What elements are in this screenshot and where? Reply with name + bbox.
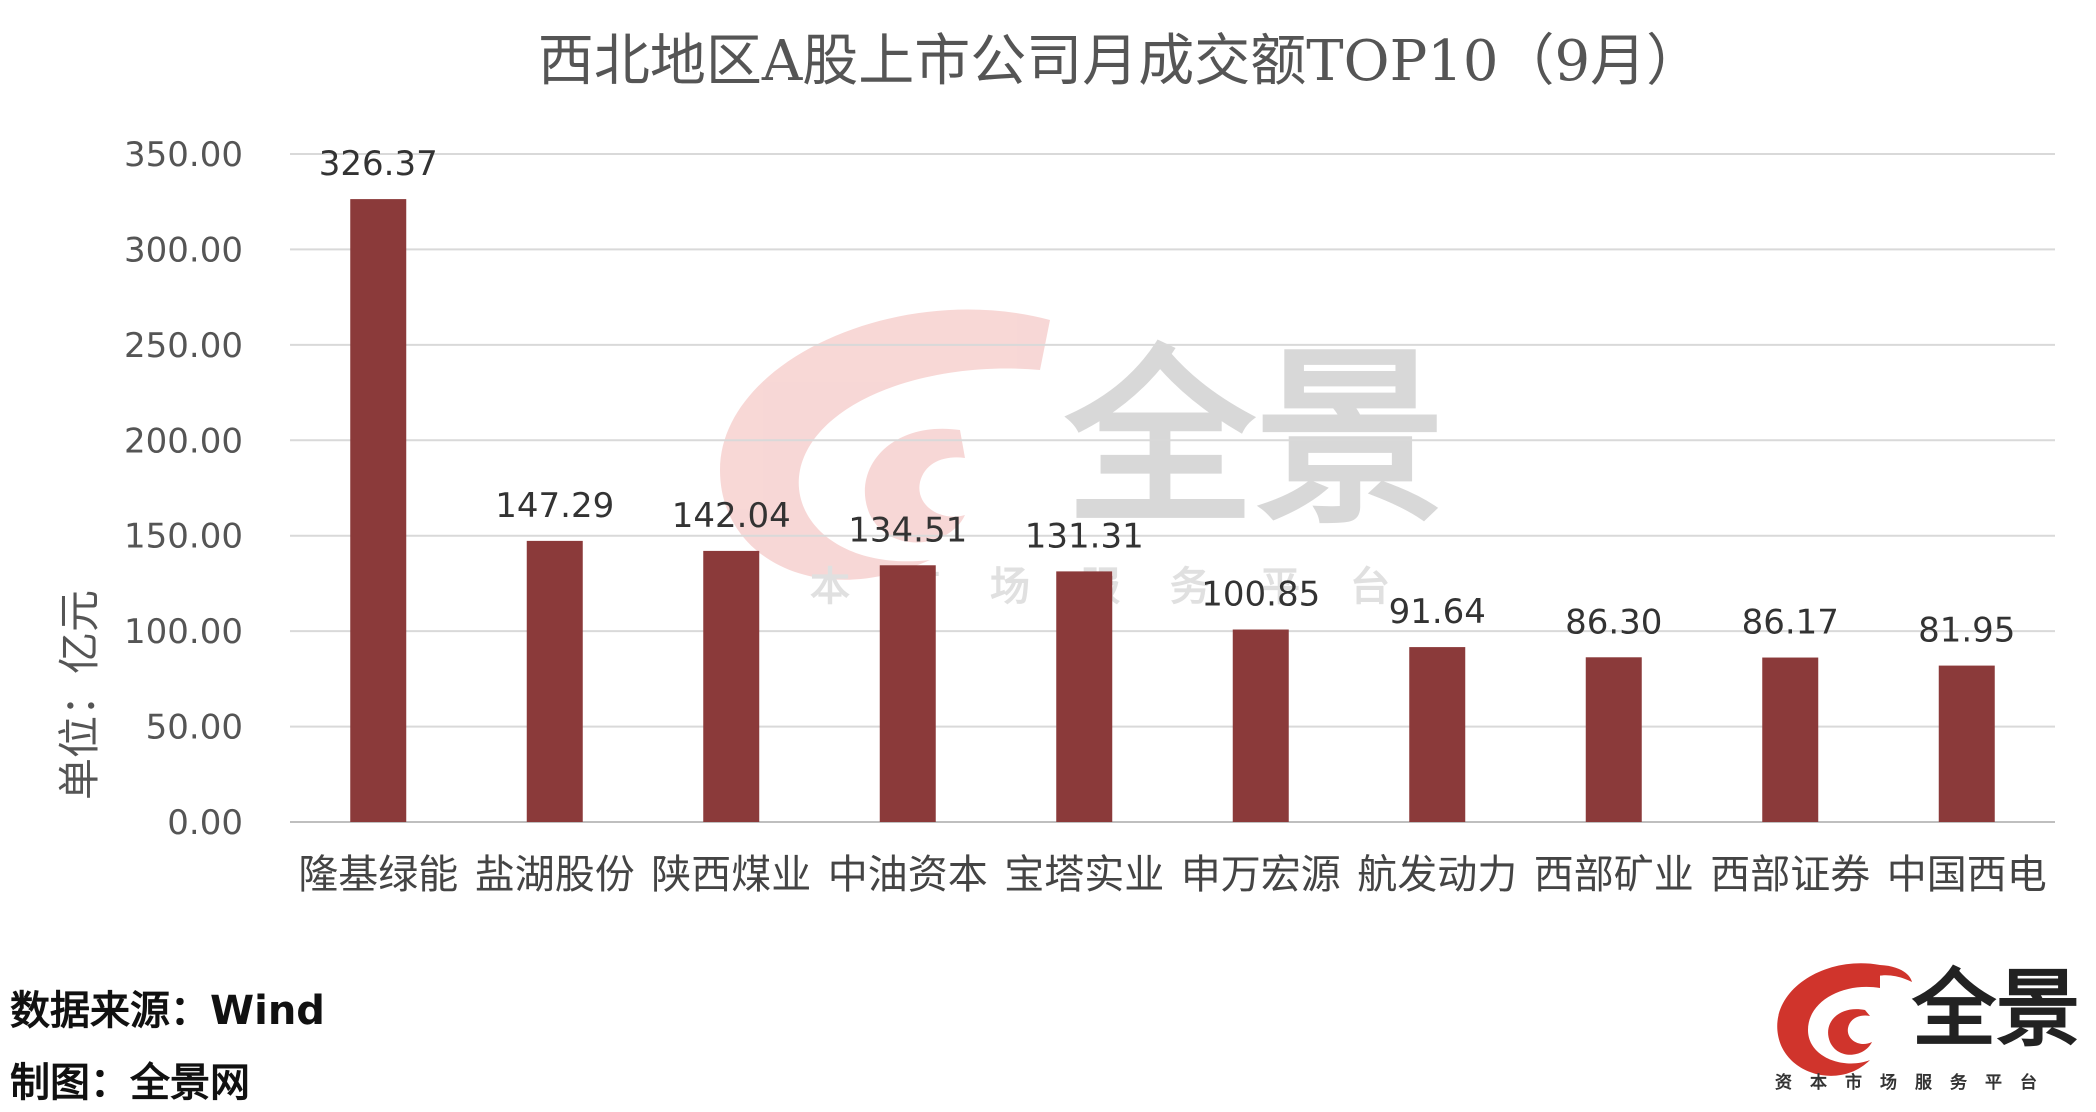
data-label: 81.95 [1918,611,2015,651]
logo-name: 全景 [1911,960,2080,1058]
grid-lines [290,153,2055,823]
data-label: 147.29 [495,486,614,526]
x-tick-label: 西部矿业 [1534,852,1694,898]
bar [526,540,583,822]
y-tick-label: 100.00 [124,612,243,652]
watermark-swirl-shape [720,309,1050,580]
x-tick-label: 航发动力 [1357,852,1517,898]
data-label: 131.31 [1025,516,1144,556]
data-label: 142.04 [672,496,791,536]
bar [1232,629,1289,822]
watermark: 全景 资本市场服务平台 [720,309,1445,610]
data-label: 86.17 [1742,603,1839,643]
bar [879,565,936,822]
bar [1938,665,1995,822]
swirl-logo-icon [1777,963,1912,1076]
x-axis-ticks: 隆基绿能 盐湖股份 陕西煤业 中油资本 宝塔实业 申万宏源 航发动力 西部矿业 西部证券 中国西电 [298,852,2047,898]
x-tick-label: 宝塔实业 [1004,852,1164,898]
x-tick-label: 盐湖股份 [475,852,635,898]
data-label: 326.37 [319,144,438,184]
x-tick-label: 中油资本 [828,852,988,898]
watermark-swirl-shape [864,428,965,543]
data-label: 91.64 [1389,592,1486,632]
bar [1056,571,1113,822]
watermark-subtitle: 资本市场服务平台 [720,564,1440,610]
chart-title: 西北地区A股上市公司月成交额TOP10（9月） [538,29,1702,94]
logo: 全景 资本市场服务平台 [1775,960,2080,1093]
bar [703,550,760,822]
data-source-note: 数据来源：Wind [10,988,325,1034]
data-label: 86.30 [1565,602,1662,642]
bar [1585,657,1642,822]
x-tick-label: 申万宏源 [1181,852,1341,898]
watermark-swirl-icon [720,309,1050,580]
bar [350,199,407,822]
x-tick-label: 西部证券 [1710,852,1870,898]
bars [350,199,1995,822]
y-tick-label: 350.00 [124,135,243,175]
y-tick-label: 150.00 [124,517,243,557]
y-tick-label: 300.00 [124,230,243,270]
y-tick-label: 200.00 [124,421,243,461]
y-axis-ticks: 0.00 50.00 100.00 150.00 200.00 250.00 300.00 3… [124,135,243,843]
logo-subtitle: 资本市场服务平台 [1775,1072,2055,1093]
y-tick-label: 250.00 [124,326,243,366]
x-tick-label: 中国西电 [1887,852,2047,898]
bar [1762,657,1819,822]
chart-credit-note: 制图：全景网 [10,1060,250,1106]
data-labels: 326.37 147.29 142.04 134.51 131.31 100.85 91.6… [319,144,2016,650]
y-axis-label: 单位：亿元 [55,590,104,800]
y-tick-label: 0.00 [167,803,243,843]
x-tick-label: 隆基绿能 [298,852,458,898]
x-tick-label: 陕西煤业 [651,852,811,898]
data-label: 134.51 [848,510,967,550]
bar [1409,647,1466,822]
data-label: 100.85 [1201,575,1320,615]
y-tick-label: 50.00 [146,708,243,748]
